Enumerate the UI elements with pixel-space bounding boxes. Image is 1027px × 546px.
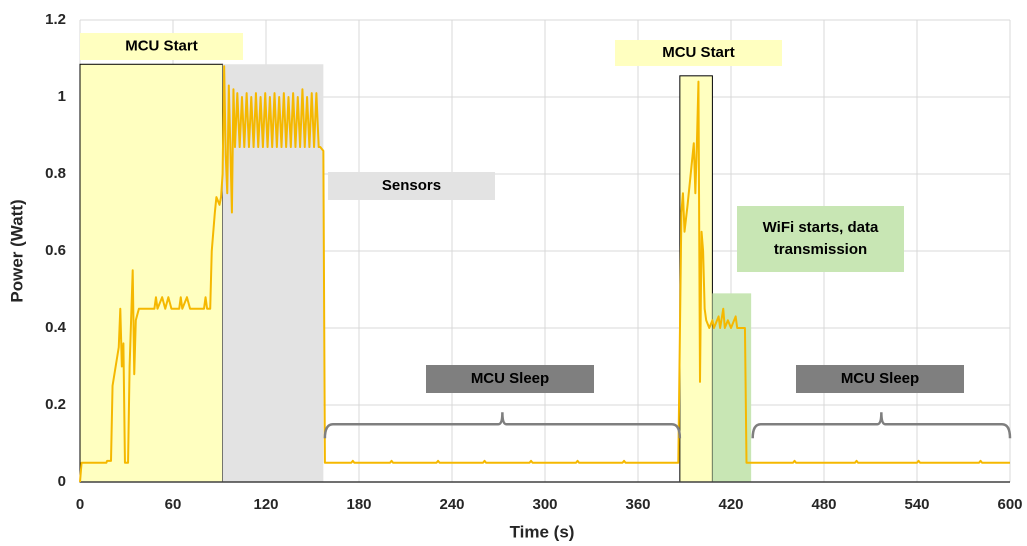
phase-label: MCU Sleep — [471, 370, 549, 387]
x-tick-label: 300 — [532, 496, 557, 513]
x-tick-label: 60 — [165, 496, 182, 513]
phase-label: MCU Sleep — [841, 370, 919, 387]
phase-label-box — [737, 206, 904, 272]
y-axis-title: Power (Watt) — [7, 199, 26, 302]
phase-region — [679, 75, 713, 483]
phase-label: MCU Start — [662, 44, 735, 61]
phase-label: transmission — [774, 241, 867, 258]
x-tick-label: 600 — [997, 496, 1022, 513]
x-tick-label: 480 — [811, 496, 836, 513]
y-tick-label: 0.8 — [45, 165, 66, 182]
phase-label-box — [328, 172, 495, 200]
phase-label: MCU Start — [125, 37, 198, 54]
power-line — [79, 65, 1010, 483]
x-tick-label: 0 — [76, 496, 84, 513]
phase-label-box — [80, 33, 243, 60]
x-tick-label: 540 — [904, 496, 929, 513]
y-tick-label: 0 — [58, 473, 66, 490]
x-tick-label: 420 — [718, 496, 743, 513]
phase-label-box — [796, 365, 964, 393]
phase-label-box — [426, 365, 594, 393]
phase-region — [79, 63, 224, 483]
y-tick-label: 0.4 — [45, 319, 67, 336]
phase-label: Sensors — [382, 177, 441, 194]
x-tick-label: 360 — [625, 496, 650, 513]
phase-brace — [751, 412, 1012, 439]
x-axis-title: Time (s) — [510, 522, 575, 541]
y-tick-label: 0.6 — [45, 242, 66, 259]
phase-label: WiFi starts, data — [763, 219, 879, 236]
y-tick-label: 0.2 — [45, 396, 66, 413]
x-tick-label: 240 — [439, 496, 464, 513]
y-tick-label: 1.2 — [45, 11, 66, 28]
x-tick-label: 120 — [253, 496, 278, 513]
y-tick-label: 1 — [58, 88, 66, 105]
phase-label-box — [615, 40, 782, 66]
x-tick-label: 180 — [346, 496, 371, 513]
phase-brace — [323, 412, 682, 439]
